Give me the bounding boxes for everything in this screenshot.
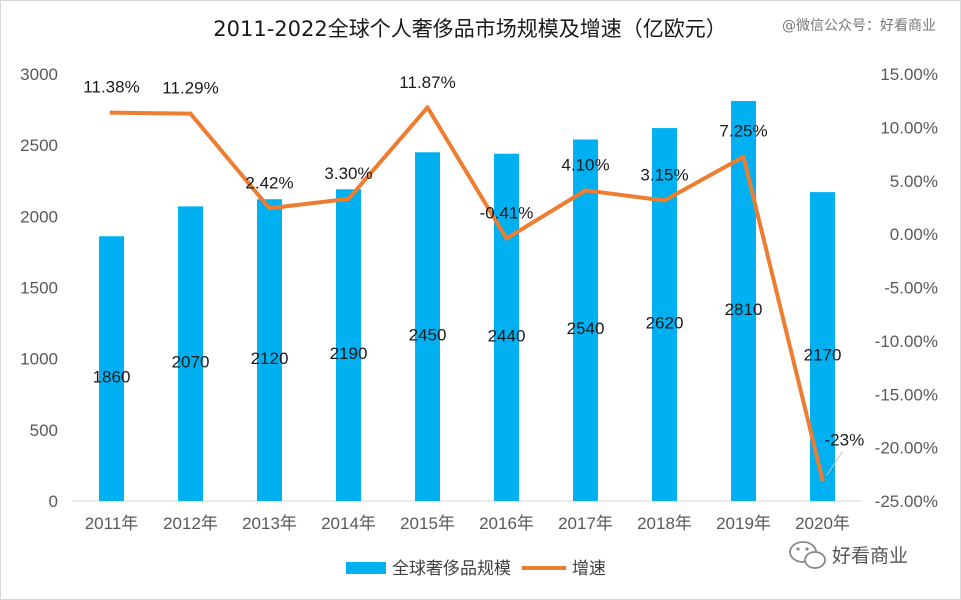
bar-data-label: 2810 bbox=[725, 300, 763, 319]
y-right-tick-label: -10.00% bbox=[875, 332, 938, 351]
bar bbox=[178, 206, 203, 501]
y-right-tick-label: 15.00% bbox=[880, 65, 938, 84]
bar bbox=[336, 189, 361, 502]
growth-data-labels: 11.38% 11.29% 2.42% 3.30% 11.87% -0.41% 4.10% 3… bbox=[83, 73, 864, 476]
growth-data-label: 2.42% bbox=[245, 173, 293, 192]
growth-label-leader bbox=[826, 451, 843, 476]
y-left-tick-label: 500 bbox=[30, 421, 58, 440]
growth-point bbox=[662, 198, 667, 203]
x-tick-label: 2013年 bbox=[242, 514, 297, 533]
growth-point bbox=[346, 196, 351, 201]
y-right-tick-label: -15.00% bbox=[875, 385, 938, 404]
bar-data-label: 2120 bbox=[251, 349, 289, 368]
bar-series bbox=[99, 101, 835, 502]
y-left-tick-label: 1500 bbox=[20, 279, 58, 298]
growth-data-label: 3.15% bbox=[640, 165, 688, 184]
chart-title: 2011-2022全球个人奢侈品市场规模及增速（亿欧元） bbox=[213, 17, 726, 41]
growth-line bbox=[109, 105, 825, 482]
legend-bar-swatch bbox=[346, 562, 386, 574]
y-right-tick-label: 5.00% bbox=[890, 172, 938, 191]
growth-point bbox=[267, 206, 272, 211]
x-tick-label: 2012年 bbox=[163, 514, 218, 533]
growth-point bbox=[820, 477, 825, 482]
bar-data-labels: 1860 2070 2120 2190 2450 2440 2540 2620 2810 2170 bbox=[93, 300, 842, 387]
y-axis-right: -25.00% -20.00% -15.00% -10.00% -5.00% 0.00% 5… bbox=[875, 65, 938, 511]
y-left-tick-label: 3000 bbox=[20, 65, 58, 84]
growth-point bbox=[741, 154, 746, 159]
bar-data-label: 2190 bbox=[330, 344, 368, 363]
y-right-tick-label: 0.00% bbox=[890, 225, 938, 244]
bar-data-label: 2440 bbox=[488, 326, 526, 345]
bar bbox=[652, 128, 677, 501]
bar-data-label: 2620 bbox=[646, 314, 684, 333]
growth-data-label: 11.87% bbox=[399, 73, 455, 92]
bar-data-label: 2450 bbox=[409, 326, 447, 345]
watermark-brand: 好看商业 bbox=[832, 545, 908, 567]
bar bbox=[573, 139, 598, 501]
growth-point bbox=[188, 111, 193, 116]
y-left-tick-label: 1000 bbox=[20, 350, 58, 369]
bar bbox=[494, 153, 519, 501]
y-right-tick-label: -5.00% bbox=[884, 279, 938, 298]
growth-data-label: 3.30% bbox=[324, 164, 372, 183]
x-tick-label: 2015年 bbox=[400, 514, 455, 533]
x-tick-label: 2014年 bbox=[321, 514, 376, 533]
x-tick-label: 2019年 bbox=[716, 514, 771, 533]
y-left-tick-label: 2000 bbox=[20, 207, 58, 226]
growth-point bbox=[583, 188, 588, 193]
growth-point bbox=[504, 236, 509, 241]
x-tick-label: 2017年 bbox=[558, 514, 613, 533]
growth-point bbox=[425, 105, 430, 110]
x-axis: 2011年 2012年 2013年 2014年 2015年 2016年 2017年 2018年… bbox=[85, 514, 850, 533]
bar bbox=[99, 236, 124, 501]
x-tick-label: 2011年 bbox=[85, 514, 139, 533]
y-right-tick-label: -25.00% bbox=[875, 492, 938, 511]
bar bbox=[257, 199, 282, 501]
bar-data-label: 2170 bbox=[804, 346, 842, 365]
x-tick-label: 2016年 bbox=[479, 514, 534, 533]
x-tick-label: 2018年 bbox=[637, 514, 692, 533]
y-right-tick-label: 10.00% bbox=[880, 118, 938, 137]
growth-data-label: 4.10% bbox=[561, 155, 609, 174]
x-tick-label: 2020年 bbox=[795, 514, 850, 533]
growth-data-label: -23% bbox=[825, 431, 865, 450]
bar bbox=[415, 152, 440, 502]
wechat-icon bbox=[789, 541, 826, 569]
growth-data-label: 7.25% bbox=[719, 122, 767, 141]
bar-data-label: 1860 bbox=[93, 368, 131, 387]
y-right-tick-label: -20.00% bbox=[875, 439, 938, 458]
growth-data-label: 11.29% bbox=[162, 79, 218, 98]
bar bbox=[731, 101, 756, 501]
legend: 全球奢侈品规模 增速 bbox=[346, 559, 606, 579]
bar-data-label: 2540 bbox=[567, 319, 605, 338]
legend-bar-label: 全球奢侈品规模 bbox=[392, 559, 511, 579]
bar-data-label: 2070 bbox=[172, 353, 210, 372]
watermark-text: @微信公众号：好看商业 bbox=[782, 18, 936, 34]
growth-line-series bbox=[109, 105, 825, 482]
legend-line-label: 增速 bbox=[572, 559, 606, 579]
y-left-tick-label: 0 bbox=[49, 492, 58, 511]
y-axis-left: 0 500 1000 1500 2000 2500 3000 bbox=[20, 65, 58, 511]
growth-data-label: -0.41% bbox=[480, 204, 534, 223]
growth-data-label: 11.38% bbox=[83, 78, 139, 97]
growth-point bbox=[109, 110, 114, 115]
y-left-tick-label: 2500 bbox=[20, 136, 58, 155]
